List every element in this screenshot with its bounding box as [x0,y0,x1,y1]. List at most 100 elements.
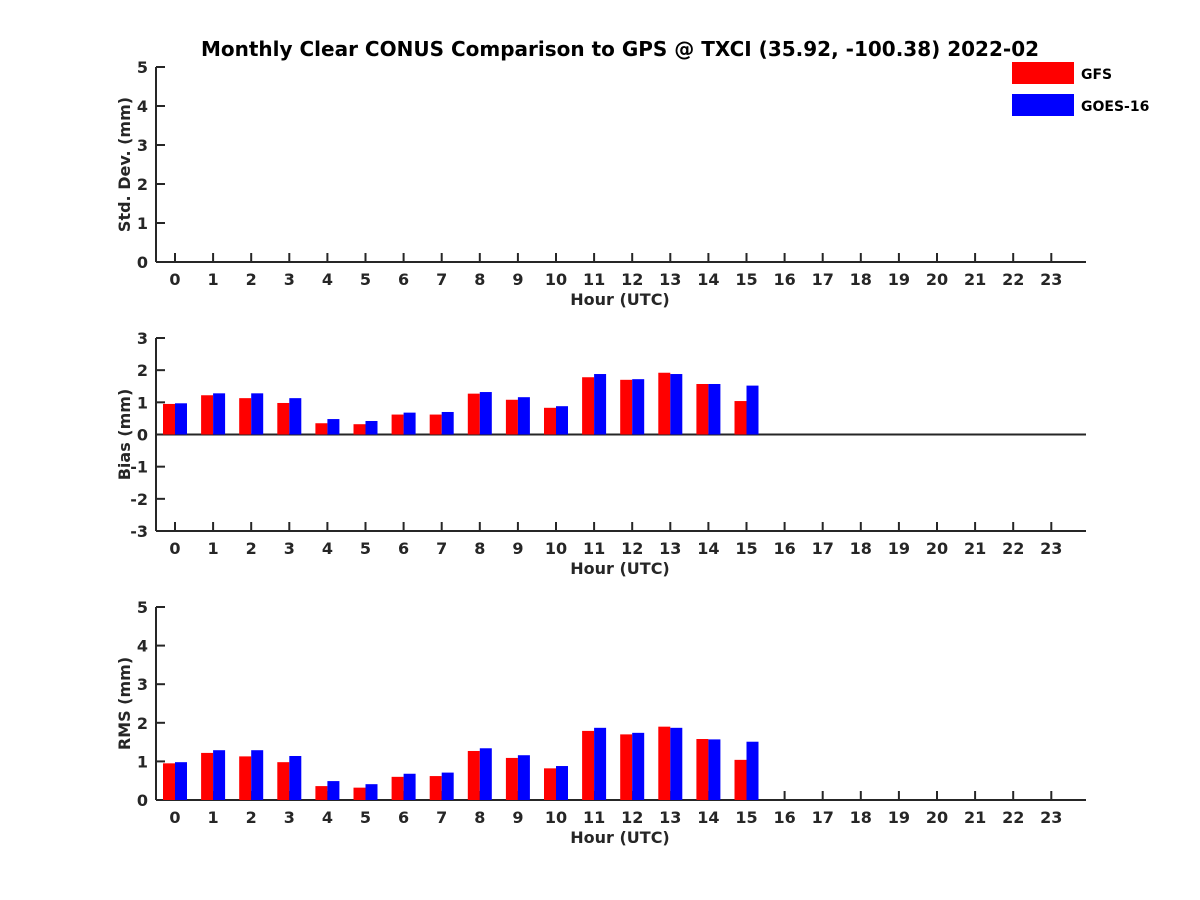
bias-x-tick-label: 10 [545,539,567,558]
std-x-tick-label: 5 [360,270,371,289]
rms-bar-goes16 [746,741,759,800]
bias-bar-goes16 [327,419,340,435]
std-x-tick-label: 9 [512,270,523,289]
std-y-tick-label: 5 [137,58,148,77]
bias-bar-gfs [277,402,290,435]
bias-x-tick-label: 6 [398,539,409,558]
bias-x-tick-label: 2 [246,539,257,558]
bias-bar-goes16 [746,385,759,435]
bias-bar-goes16 [213,393,226,435]
bias-x-tick-label: 14 [697,539,719,558]
bias-y-tick-label: -3 [130,522,148,541]
std-x-tick-label: 11 [583,270,605,289]
rms-x-tick-label: 20 [926,808,948,827]
std-x-tick-label: 23 [1040,270,1062,289]
rms-bar-goes16 [251,750,264,800]
std-y-tick-label: 3 [137,136,148,155]
bias-bar-goes16 [670,374,683,435]
rms-x-tick-label: 2 [246,808,257,827]
bias-bar-gfs [658,372,671,435]
rms-bar-goes16 [327,781,340,800]
rms-x-tick-label: 19 [888,808,910,827]
rms-bar-gfs [505,757,518,800]
std-x-tick-label: 10 [545,270,567,289]
rms-x-tick-label: 21 [964,808,986,827]
legend-label-gfs: GFS [1081,67,1112,83]
bias-bar-goes16 [251,393,264,435]
std-x-tick-label: 20 [926,270,948,289]
bias-bar-gfs [429,414,442,435]
std-x-tick-label: 1 [208,270,219,289]
rms-y-tick-label: 2 [137,714,148,733]
std-x-tick-label: 0 [169,270,180,289]
rms-y-tick-label: 1 [137,752,148,771]
bias-x-tick-label: 1 [208,539,219,558]
std-y-tick-label: 1 [137,214,148,233]
bias-bar-gfs [734,401,747,435]
std-x-tick-label: 12 [621,270,643,289]
bias-x-tick-label: 16 [773,539,795,558]
bias-x-tick-label: 7 [436,539,447,558]
std-x-tick-label: 19 [888,270,910,289]
rms-bar-goes16 [479,748,492,800]
rms-bar-gfs [658,726,671,800]
rms-x-tick-label: 6 [398,808,409,827]
bias-x-tick-label: 3 [284,539,295,558]
std-x-tick-label: 3 [284,270,295,289]
rms-x-tick-label: 14 [697,808,719,827]
rms-bar-goes16 [441,772,454,800]
bias-x-tick-label: 15 [735,539,757,558]
bias-y-tick-label: 0 [137,426,148,445]
bias-x-tick-label: 20 [926,539,948,558]
bias-x-tick-label: 17 [812,539,834,558]
rms-x-tick-label: 10 [545,808,567,827]
bias-x-tick-label: 0 [169,539,180,558]
std-x-tick-label: 22 [1002,270,1024,289]
rms-x-tick-label: 3 [284,808,295,827]
bias-bar-gfs [353,424,366,435]
rms-x-tick-label: 23 [1040,808,1062,827]
bias-y-tick-label: 1 [137,393,148,412]
bias-x-tick-label: 8 [474,539,485,558]
bias-bar-gfs [201,395,214,435]
bias-bar-goes16 [403,412,416,435]
bias-bar-goes16 [175,403,187,435]
rms-x-tick-label: 7 [436,808,447,827]
std-x-tick-label: 13 [659,270,681,289]
bias-y-axis-label: Bias (mm) [115,389,134,481]
bias-bar-gfs [696,383,709,435]
rms-y-axis-label: RMS (mm) [115,657,134,750]
std-x-tick-label: 14 [697,270,719,289]
bias-x-tick-label: 4 [322,539,333,558]
rms-x-tick-label: 16 [773,808,795,827]
rms-y-tick-label: 0 [137,791,148,810]
rms-y-tick-label: 5 [137,598,148,617]
bias-bar-gfs [544,407,556,435]
rms-x-tick-label: 5 [360,808,371,827]
std-x-tick-label: 8 [474,270,485,289]
rms-bar-gfs [391,776,404,800]
std-y-tick-label: 2 [137,175,148,194]
bias-bar-gfs [582,377,595,435]
std-x-tick-label: 7 [436,270,447,289]
rms-bar-goes16 [556,766,568,800]
bias-x-tick-label: 12 [621,539,643,558]
rms-bar-gfs [277,762,290,800]
rms-bar-gfs [696,739,709,800]
rms-x-tick-label: 12 [621,808,643,827]
rms-x-tick-label: 13 [659,808,681,827]
rms-bar-gfs [544,768,556,800]
rms-x-tick-label: 11 [583,808,605,827]
rms-bar-goes16 [594,727,607,800]
bias-bar-gfs [163,403,175,435]
rms-bar-goes16 [289,755,302,800]
rms-x-tick-label: 9 [512,808,523,827]
std-x-tick-label: 18 [850,270,872,289]
rms-bar-goes16 [670,727,683,800]
rms-bar-goes16 [708,739,721,800]
bias-x-tick-label: 21 [964,539,986,558]
